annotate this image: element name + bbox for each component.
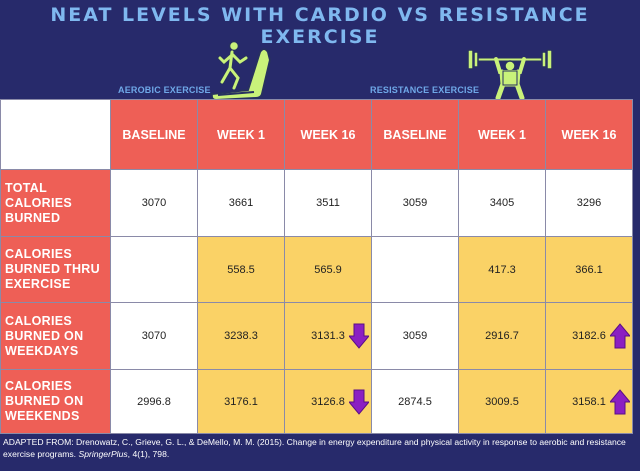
data-cell: 2996.8 bbox=[110, 369, 198, 434]
data-cell: 558.5 bbox=[197, 236, 285, 303]
data-cell: 3176.1 bbox=[197, 369, 285, 434]
table-row: CALORIES BURNED THRU EXERCISE 558.5 565.… bbox=[0, 236, 633, 303]
data-cell: 3405 bbox=[458, 169, 546, 237]
data-cell: 3059 bbox=[371, 302, 459, 370]
column-header-resistance-baseline: BASELINE bbox=[371, 99, 459, 170]
weightlifter-icon bbox=[467, 49, 553, 100]
row-label-weekday-calories: CALORIES BURNED ON WEEKDAYS bbox=[0, 302, 111, 370]
data-cell bbox=[371, 236, 459, 303]
column-header-aerobic-week-1: WEEK 1 bbox=[197, 99, 285, 170]
table-row: CALORIES BURNED ON WEEKDAYS 3070 3238.3 … bbox=[0, 302, 633, 370]
column-header-resistance-week-16: WEEK 16 bbox=[545, 99, 633, 170]
data-cell: 3238.3 bbox=[197, 302, 285, 370]
row-label-exercise-calories: CALORIES BURNED THRU EXERCISE bbox=[0, 236, 111, 303]
data-cell: 2874.5 bbox=[371, 369, 459, 434]
data-cell-with-arrow: 3158.1 bbox=[545, 369, 633, 434]
header-row: BASELINE WEEK 1 WEEK 16 BASELINE WEEK 1 … bbox=[0, 99, 633, 170]
cell-value: 3131.3 bbox=[311, 330, 345, 342]
data-cell: 3070 bbox=[110, 169, 198, 237]
arrow-up-icon bbox=[610, 323, 630, 349]
arrow-down-icon bbox=[349, 323, 369, 349]
data-cell: 565.9 bbox=[284, 236, 372, 303]
citation-footer: ADAPTED FROM: Drenowatz, C., Grieve, G. … bbox=[3, 436, 637, 460]
data-cell: 3296 bbox=[545, 169, 633, 237]
data-cell: 3059 bbox=[371, 169, 459, 237]
column-header-aerobic-baseline: BASELINE bbox=[110, 99, 198, 170]
data-cell-with-arrow: 3182.6 bbox=[545, 302, 633, 370]
aerobic-exercise-label: AEROBIC EXERCISE bbox=[118, 85, 211, 95]
data-cell: 417.3 bbox=[458, 236, 546, 303]
data-table: BASELINE WEEK 1 WEEK 16 BASELINE WEEK 1 … bbox=[0, 99, 633, 434]
resistance-exercise-label: RESISTANCE EXERCISE bbox=[370, 85, 480, 95]
arrow-down-icon bbox=[349, 389, 369, 415]
cell-value: 3126.8 bbox=[311, 395, 345, 408]
table-row: CALORIES BURNED ON WEEKENDS 2996.8 3176.… bbox=[0, 369, 633, 434]
citation-volume: , 4(1), 798. bbox=[127, 449, 170, 459]
data-cell-with-arrow: 3126.8 bbox=[284, 369, 372, 434]
data-cell: 366.1 bbox=[545, 236, 633, 303]
data-cell: 2916.7 bbox=[458, 302, 546, 370]
row-label-total-calories: TOTAL CALORIES BURNED bbox=[0, 169, 111, 237]
table-corner bbox=[0, 99, 111, 170]
column-header-resistance-week-1: WEEK 1 bbox=[458, 99, 546, 170]
data-cell-with-arrow: 3131.3 bbox=[284, 302, 372, 370]
data-cell: 3070 bbox=[110, 302, 198, 370]
data-cell: 3511 bbox=[284, 169, 372, 237]
citation-text: ADAPTED FROM: Drenowatz, C., Grieve, G. … bbox=[3, 437, 626, 459]
page-title: NEAT LEVELS WITH CARDIO VS RESISTANCE EX… bbox=[50, 4, 590, 48]
data-cell bbox=[110, 236, 198, 303]
data-cell: 3661 bbox=[197, 169, 285, 237]
cell-value: 3182.6 bbox=[572, 330, 606, 342]
cell-value: 3158.1 bbox=[572, 395, 606, 408]
table-row: TOTAL CALORIES BURNED 3070 3661 3511 305… bbox=[0, 169, 633, 237]
data-cell: 3009.5 bbox=[458, 369, 546, 434]
treadmill-runner-icon bbox=[210, 40, 272, 102]
column-header-aerobic-week-16: WEEK 16 bbox=[284, 99, 372, 170]
arrow-up-icon bbox=[610, 388, 630, 414]
row-label-weekend-calories: CALORIES BURNED ON WEEKENDS bbox=[0, 369, 111, 434]
citation-journal: SpringerPlus bbox=[78, 449, 128, 459]
